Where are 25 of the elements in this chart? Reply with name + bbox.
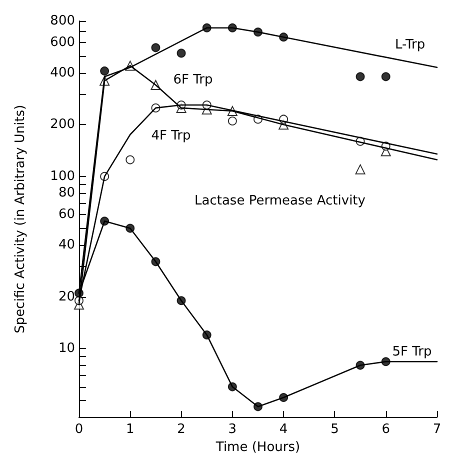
x-tick-label: 4 [279,422,288,438]
y-tick-label: 100 [50,168,75,184]
x-tick-label: 5 [330,422,339,438]
annotation: Lactase Permease Activity [194,194,366,208]
y-axis-title: Specific Activity (in Arbitrary Units) [13,104,28,334]
y-tick-label: 60 [58,207,75,222]
y-tick-label: 40 [58,237,75,252]
y-tick-label: 400 [50,65,75,80]
x-tick-label: 6 [382,422,390,438]
y-tick-label: 20 [58,289,75,304]
y-tick-label: 600 [50,35,75,50]
x-axis-title: Time (Hours) [214,440,300,455]
x-tick-label: 3 [228,422,237,438]
x-tick-label: 0 [74,422,84,438]
y-tick-label: 200 [50,117,75,132]
y-tick-label: 10 [58,341,75,356]
x-tick-label: 1 [126,422,134,438]
x-tick-label: 2 [177,422,186,438]
series-label: 4F Trp [151,128,191,144]
x-tick-label: 7 [432,422,442,438]
y-tick-label: 800 [50,14,75,28]
series-label: 5F Trp [392,344,432,360]
series-label: 6F Trp [173,72,213,88]
series-label: L-Trp [394,38,426,52]
y-tick-label: 80 [58,186,75,201]
